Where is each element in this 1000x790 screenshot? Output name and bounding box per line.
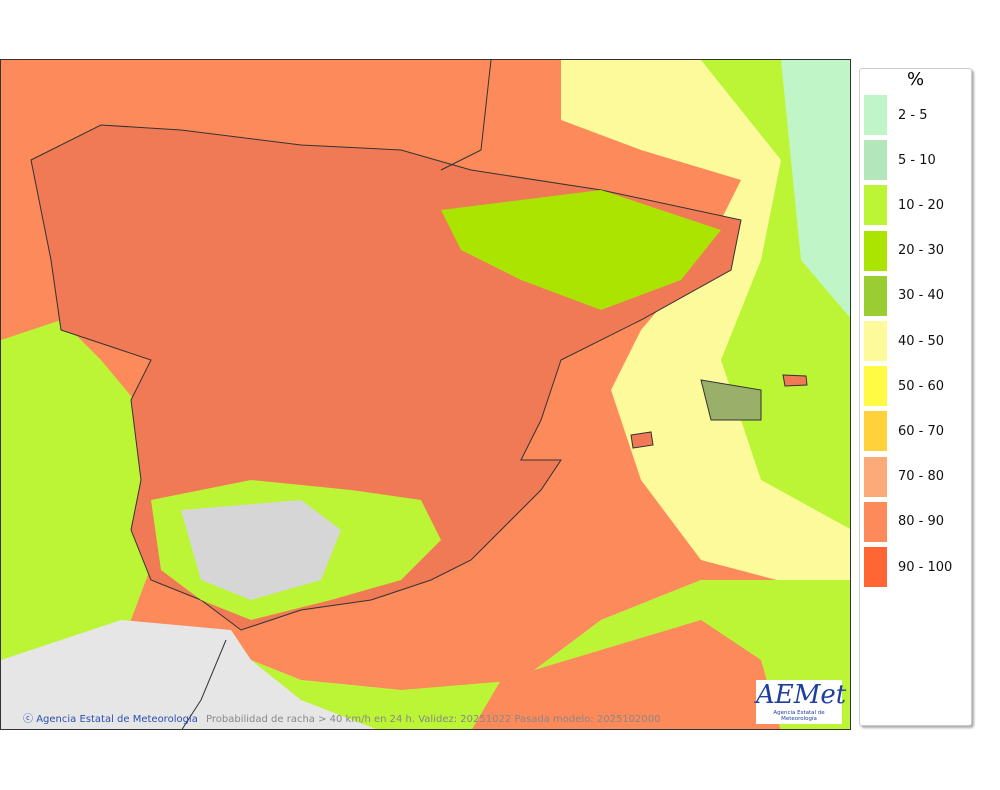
legend-swatch bbox=[864, 501, 887, 542]
legend-swatch bbox=[864, 366, 887, 407]
legend-item: 60 - 70 bbox=[864, 411, 945, 452]
legend-item: 40 - 50 bbox=[864, 321, 944, 361]
legend-item: 50 - 60 bbox=[864, 366, 945, 407]
legend-item: 20 - 30 bbox=[864, 230, 945, 271]
legend-item: 2 - 5 bbox=[864, 95, 928, 135]
africa-orange bbox=[472, 620, 781, 729]
med-zone-lightgreen bbox=[781, 60, 850, 318]
legend-swatch bbox=[864, 275, 887, 316]
legend-swatch bbox=[864, 95, 887, 135]
legend-label: 90 - 100 bbox=[898, 559, 953, 575]
legend-swatch bbox=[864, 411, 887, 452]
legend-item: 90 - 100 bbox=[864, 547, 952, 587]
legend-item: 10 - 20 bbox=[864, 185, 945, 226]
aemet-credit: ⓒ Agencia Estatal de Meteorología bbox=[23, 714, 198, 725]
atlantic-green bbox=[1, 320, 161, 660]
menorca bbox=[782, 374, 808, 387]
legend-item: 5 - 10 bbox=[864, 140, 936, 181]
ebro-pyrenees-green bbox=[441, 190, 721, 310]
coastline-france bbox=[440, 60, 492, 171]
legend-swatch bbox=[864, 185, 887, 226]
legend-swatch bbox=[864, 547, 887, 587]
map-canvas bbox=[1, 60, 850, 729]
legend-item: 30 - 40 bbox=[864, 275, 945, 316]
credit-text: Agencia Estatal de Meteorología bbox=[36, 714, 198, 725]
legend-label: 40 - 50 bbox=[898, 333, 945, 349]
ibiza bbox=[630, 431, 654, 449]
legend-item: 80 - 90 bbox=[864, 501, 945, 542]
legend-label: 70 - 80 bbox=[898, 469, 945, 485]
legend-label: 20 - 30 bbox=[898, 243, 945, 259]
legend-item: 70 - 80 bbox=[864, 456, 945, 497]
legend-swatch bbox=[864, 140, 887, 181]
map-caption: Probabilidad de racha > 40 km/h en 24 h.… bbox=[206, 714, 661, 725]
legend-label: 5 - 10 bbox=[898, 152, 936, 168]
legend-swatch bbox=[864, 230, 887, 271]
legend-swatch bbox=[864, 456, 887, 497]
legend-label: 10 - 20 bbox=[898, 197, 945, 213]
probability-map: ⓒ Agencia Estatal de Meteorología Probab… bbox=[0, 59, 851, 730]
aemet-logo: AEMet Agencia Estatal de Meteorología bbox=[756, 680, 847, 724]
legend-label: 80 - 90 bbox=[898, 514, 945, 530]
logo-mark: AEMet bbox=[756, 680, 847, 710]
mallorca bbox=[700, 379, 762, 421]
legend-swatch bbox=[864, 321, 887, 361]
legend: % 2 - 5 5 - 10 10 - 20 20 - 30 30 - 40 40 - 5… bbox=[859, 68, 972, 726]
legend-label: 50 - 60 bbox=[898, 378, 945, 394]
logo-subtitle: Agencia Estatal de Meteorología bbox=[773, 710, 825, 722]
legend-label: 2 - 5 bbox=[898, 107, 928, 123]
legend-label: 60 - 70 bbox=[898, 423, 945, 439]
legend-label: 30 - 40 bbox=[898, 288, 945, 304]
coastline-africa bbox=[181, 639, 227, 729]
guadalquivir-grey bbox=[181, 500, 341, 600]
legend-unit: % bbox=[906, 69, 925, 90]
